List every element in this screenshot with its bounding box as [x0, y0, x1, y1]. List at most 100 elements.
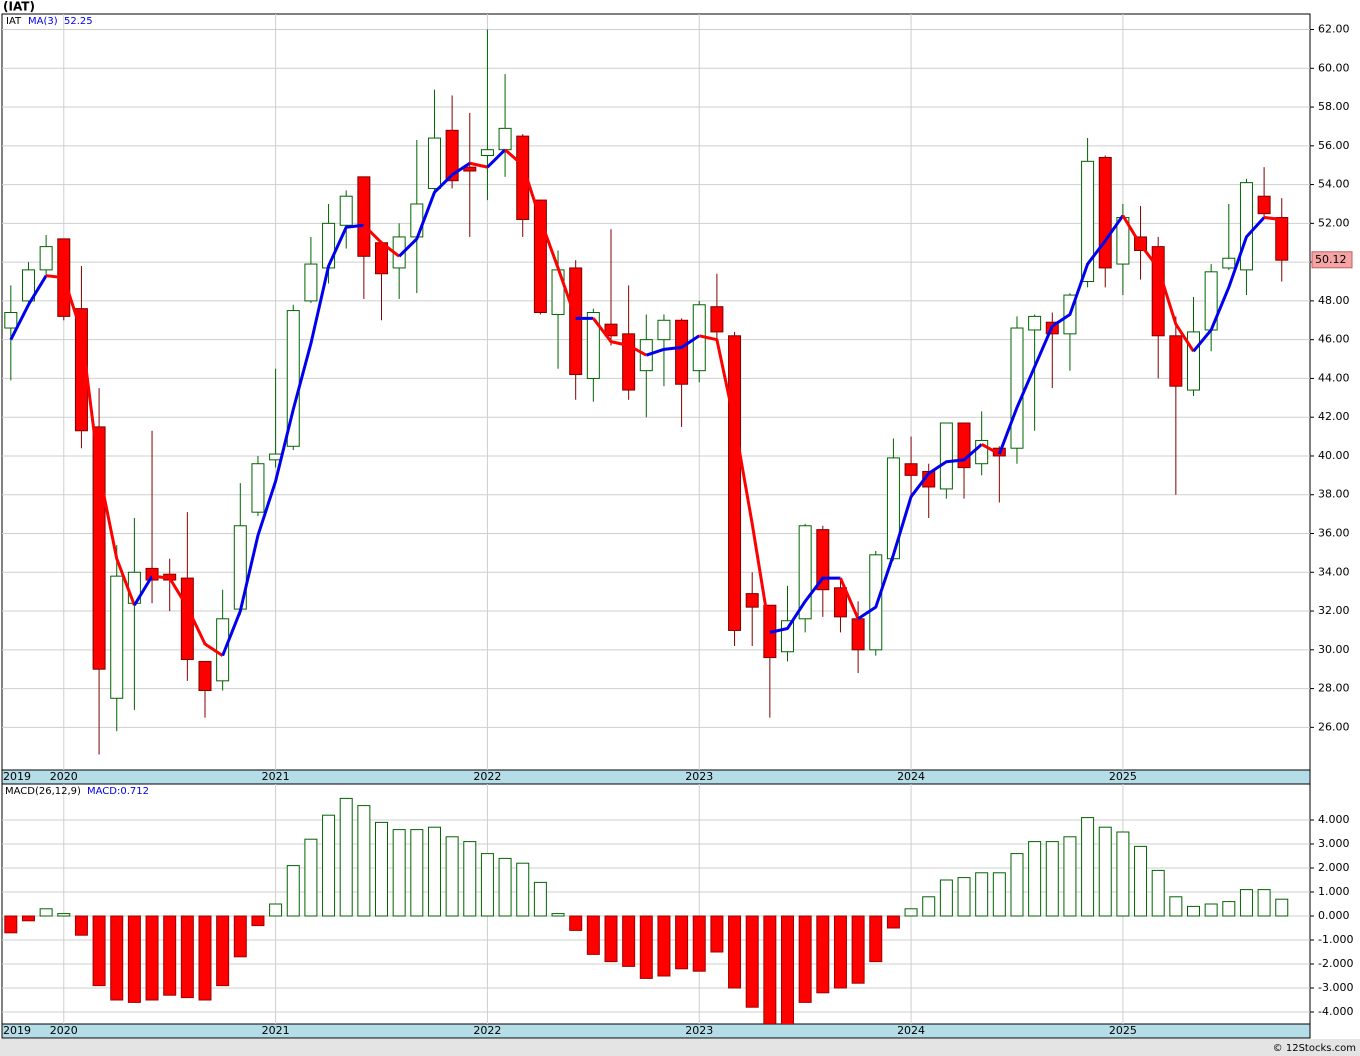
- legend-ma: MA(3): [28, 16, 58, 27]
- macd-bar: [427, 826, 441, 917]
- macd-bar: [692, 915, 706, 972]
- candle-body: [463, 166, 477, 172]
- ma-line: [362, 224, 401, 258]
- y-tick-label: -1.000: [1318, 933, 1353, 946]
- candle-body: [622, 333, 636, 391]
- macd-bar: [763, 915, 777, 1024]
- macd-bar: [145, 915, 159, 1001]
- macd-bar: [322, 814, 336, 917]
- ma-line: [592, 317, 648, 357]
- candle-body: [975, 439, 989, 465]
- y-tick-label: 30.00: [1318, 643, 1350, 656]
- macd-bar: [392, 829, 406, 917]
- y-tick-label: 3.000: [1318, 837, 1350, 850]
- ma-line: [645, 334, 701, 357]
- x-tick-label: 2025: [1109, 1024, 1137, 1037]
- y-tick-label: 4.000: [1318, 813, 1350, 826]
- ma-line: [698, 334, 772, 633]
- y-tick-label: 2.000: [1318, 861, 1350, 874]
- macd-bar: [586, 915, 600, 955]
- macd-bar: [728, 915, 742, 989]
- macd-bar: [21, 915, 35, 922]
- macd-bar: [798, 915, 812, 1003]
- candle-body: [1239, 182, 1253, 271]
- macd-bar: [410, 829, 424, 917]
- time-band: [1, 1023, 1311, 1039]
- candle-body: [1010, 327, 1024, 449]
- macd-bar: [269, 903, 283, 917]
- ma-line: [769, 576, 841, 634]
- chart-title: (IAT): [3, 0, 35, 14]
- price-tag: [1311, 251, 1353, 269]
- macd-bar: [4, 915, 18, 934]
- ma-line: [398, 162, 471, 258]
- macd-bar: [445, 836, 459, 917]
- macd-bar: [357, 805, 371, 917]
- macd-bar: [939, 879, 953, 917]
- macd-bar: [551, 913, 565, 917]
- candle-body: [939, 422, 953, 490]
- ma-line: [504, 148, 578, 319]
- x-tick-label: 2022: [473, 770, 501, 783]
- candle-body: [1275, 217, 1289, 261]
- ma-line: [486, 148, 507, 169]
- price-panel: [1, 13, 1311, 771]
- candle-body: [110, 575, 124, 699]
- y-tick-label: 56.00: [1318, 139, 1350, 152]
- macd-bar: [904, 908, 918, 917]
- macd-bar: [127, 915, 141, 1003]
- macd-bar: [286, 865, 300, 917]
- candle-body: [216, 618, 230, 682]
- candle-body: [251, 463, 265, 513]
- plot-area: [4, 29, 1289, 755]
- candle-body: [286, 310, 300, 447]
- macd-bar: [304, 838, 318, 917]
- ma-line: [1263, 216, 1282, 221]
- candle-body: [569, 267, 583, 376]
- macd-bar: [1116, 831, 1130, 917]
- legend-ticker: IAT: [6, 16, 22, 27]
- candle-body: [1186, 331, 1200, 391]
- price-tag-label: 50.12: [1315, 253, 1347, 266]
- macd-bar: [1204, 903, 1218, 917]
- candle-body: [1169, 335, 1183, 387]
- macd-bar: [851, 915, 865, 984]
- candle-body: [304, 263, 318, 302]
- candle-body: [39, 246, 53, 271]
- y-tick-label: 40.00: [1318, 449, 1350, 462]
- candle-body: [145, 567, 159, 581]
- ma-line: [9, 274, 48, 341]
- candle-body: [798, 525, 812, 620]
- candle-body: [339, 195, 353, 226]
- ma-line: [133, 575, 154, 607]
- macd-bar: [1257, 889, 1271, 917]
- candle-body: [728, 335, 742, 631]
- macd-bar: [1222, 901, 1236, 917]
- macd-bar: [639, 915, 653, 979]
- macd-bar: [869, 915, 883, 963]
- candle-body: [4, 312, 18, 329]
- plot-area: [4, 797, 1289, 1024]
- macd-bar: [74, 915, 88, 936]
- candle-body: [675, 319, 689, 385]
- ma-line: [1192, 216, 1266, 353]
- macd-bar: [463, 841, 477, 917]
- x-tick-label: 2022: [473, 1024, 501, 1037]
- macd-bar: [39, 908, 53, 917]
- macd-bar: [1045, 841, 1059, 917]
- candle-body: [781, 620, 795, 653]
- candle-body: [516, 135, 530, 220]
- macd-bar: [657, 915, 671, 977]
- ma-line: [151, 574, 224, 657]
- macd-value: MACD:0.712: [87, 786, 149, 797]
- y-tick-label: 34.00: [1318, 565, 1350, 578]
- x-tick-label: 2024: [897, 1024, 925, 1037]
- macd-bar: [957, 877, 971, 917]
- macd-bar: [498, 857, 512, 917]
- x-tick-label: 2019: [3, 770, 31, 783]
- macd-bar: [480, 853, 494, 917]
- ma-line: [469, 161, 488, 169]
- macd-bar: [604, 915, 618, 963]
- y-tick-label: 52.00: [1318, 216, 1350, 229]
- footer-bar: [0, 1039, 1360, 1056]
